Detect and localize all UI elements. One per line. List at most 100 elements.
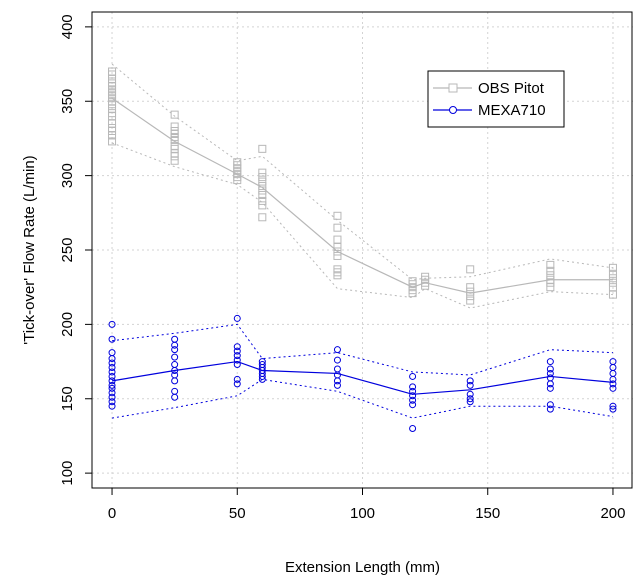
mexa710-point: [108, 359, 116, 367]
grid-lines: [92, 12, 633, 488]
obs-pitot-point: [170, 156, 179, 165]
obs-pitot-point: [258, 190, 267, 199]
mexa710-point: [108, 398, 116, 406]
mexa710-point: [609, 375, 617, 383]
obs-pitot-point: [333, 251, 342, 260]
mexa710-point: [108, 393, 116, 401]
x-tick-label: 150: [475, 505, 500, 522]
mexa710-point: [108, 402, 116, 410]
mexa710-point: [171, 346, 179, 354]
mexa710-point: [409, 392, 417, 400]
mexa710-point: [108, 389, 116, 397]
y-tick-label: 100: [59, 461, 76, 486]
y-axis-label: 'Tick-over' Flow Rate (L/min): [21, 155, 38, 344]
mexa710-point: [171, 335, 179, 343]
mexa710-point: [409, 372, 417, 380]
x-tick-label: 0: [108, 505, 116, 522]
series-mean-lines: [111, 97, 614, 395]
axes: 0 50 100 150 200 100 150 200 250 300 350 400: [59, 14, 625, 522]
legend: OBS Pitot MEXA710: [427, 70, 565, 128]
mexa710-point: [609, 402, 617, 410]
obs-pitot-point: [108, 127, 117, 135]
obs-pitot-point: [233, 176, 242, 185]
obs-pitot-point: [546, 271, 555, 280]
y-tick-label: 300: [59, 163, 76, 188]
legend-box: [427, 70, 565, 128]
y-tick-label: 400: [59, 14, 76, 39]
obs-pitot-point: [170, 110, 179, 119]
mexa710-point: [409, 396, 417, 404]
mexa710-point: [609, 384, 617, 392]
legend-label-obs-pitot: OBS Pitot: [478, 80, 545, 97]
obs-pitot-mean-line: [111, 97, 613, 294]
obs-pitot-point: [608, 278, 617, 287]
obs-pitot-point: [466, 287, 475, 296]
mexa710-point: [171, 377, 179, 385]
obs-pitot-point: [421, 281, 430, 290]
mexa710-point: [108, 368, 116, 376]
y-tick-label: 200: [59, 312, 76, 337]
obs-pitot-point: [108, 100, 117, 109]
mexa710-point: [108, 377, 116, 385]
mexa710-point: [171, 341, 179, 349]
x-tick-label: 100: [350, 505, 375, 522]
y-tick-label: 350: [59, 89, 76, 114]
mexa710-point: [466, 381, 474, 389]
obs-pitot-point: [333, 211, 342, 220]
mexa710-point: [466, 398, 474, 406]
mexa710-point: [546, 384, 554, 392]
mexa710-point: [108, 384, 116, 392]
mexa710-point: [171, 353, 179, 361]
mexa710-point: [546, 380, 554, 388]
obs-pitot-point: [258, 144, 267, 153]
y-tick-label: 150: [59, 386, 76, 411]
obs-pitot-point: [108, 70, 117, 79]
obs-pitot-point: [608, 263, 617, 272]
mexa710-point: [233, 361, 241, 369]
obs-pitot-point: [466, 296, 475, 305]
mexa710-point: [171, 371, 179, 379]
legend-label-mexa710: MEXA710: [478, 102, 546, 119]
mexa710-point: [466, 377, 474, 385]
data-points: [108, 67, 617, 432]
obs-pitot-point: [608, 269, 617, 278]
obs-pitot-point: [333, 247, 342, 256]
mexa710-point: [466, 395, 474, 403]
mexa710-point: [409, 387, 417, 395]
mexa710-point: [108, 355, 116, 363]
obs-pitot-point: [258, 201, 267, 210]
mexa710-point: [546, 405, 554, 413]
obs-pitot-point: [258, 168, 267, 177]
obs-pitot-point: [170, 144, 179, 153]
mexa710-point: [409, 401, 417, 409]
obs-pitot-point: [333, 243, 342, 252]
mexa710-point: [258, 375, 266, 383]
obs-pitot-point: [408, 289, 417, 298]
mexa710-point: [609, 405, 617, 413]
obs-pitot-upper-band: [111, 63, 614, 281]
obs-pitot-point: [108, 131, 117, 140]
mexa710-point: [233, 343, 241, 351]
x-tick-label: 50: [229, 505, 246, 522]
mexa710-point: [108, 372, 116, 380]
mexa710-point: [333, 365, 341, 373]
mexa710-point: [108, 320, 116, 328]
mexa710-point: [333, 377, 341, 385]
mexa710-point: [108, 364, 116, 372]
obs-pitot-point: [333, 268, 342, 277]
obs-pitot-point: [258, 182, 267, 191]
mexa710-mean-line: [111, 360, 614, 395]
mexa710-point: [171, 366, 179, 374]
mexa710-lower-band: [111, 378, 614, 419]
obs-pitot-point: [170, 122, 179, 131]
mexa710-upper-band: [111, 323, 613, 376]
mexa710-point: [466, 390, 474, 398]
obs-pitot-point: [258, 213, 267, 222]
mexa710-point: [233, 356, 241, 364]
mexa710-point: [233, 347, 241, 355]
obs-pitot-point: [170, 149, 179, 158]
obs-pitot-point: [170, 135, 179, 144]
x-axis-label: Extension Length (mm): [285, 559, 440, 576]
obs-pitot-point: [546, 260, 555, 269]
